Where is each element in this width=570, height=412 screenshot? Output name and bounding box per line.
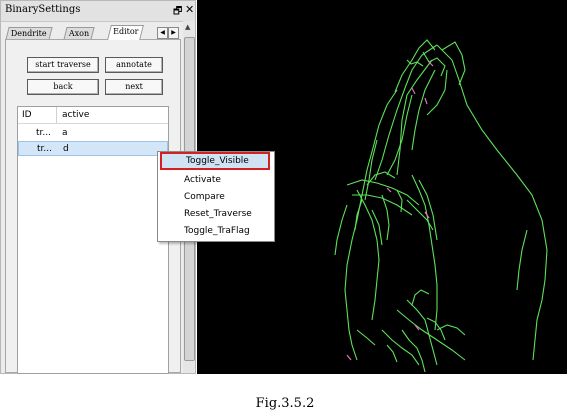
- start-traverse-button[interactable]: start traverse: [27, 57, 99, 73]
- row-id: tr...: [37, 144, 52, 154]
- menu-item-compare[interactable]: Compare: [184, 192, 225, 202]
- binary-settings-panel: BinarySettings 🗗 ✕ Dendrite Axon Editor …: [0, 0, 196, 374]
- back-button[interactable]: back: [27, 79, 99, 95]
- annotate-button[interactable]: annotate: [105, 57, 163, 73]
- arrow-left-icon[interactable]: ◀: [157, 27, 168, 39]
- column-header-active[interactable]: active: [62, 110, 90, 120]
- float-icon[interactable]: 🗗: [173, 6, 183, 17]
- list-item[interactable]: tr... a: [18, 126, 168, 141]
- row-id: tr...: [36, 128, 51, 138]
- list-item-selected[interactable]: tr... d: [18, 141, 168, 156]
- tab-editor[interactable]: Editor: [107, 25, 145, 40]
- column-header-id[interactable]: ID: [22, 110, 32, 120]
- row-active: d: [63, 144, 69, 154]
- list-header: ID active: [18, 107, 168, 124]
- close-icon[interactable]: ✕: [185, 3, 195, 16]
- context-menu: Toggle_Visible Activate Compare Reset_Tr…: [157, 151, 275, 242]
- traverse-list[interactable]: ID active tr... a tr... d: [17, 106, 169, 374]
- menu-item-toggle-traflag[interactable]: Toggle_TraFlag: [184, 226, 250, 236]
- neuron-trace-render: [334, 39, 548, 373]
- scroll-up-icon[interactable]: ▲: [185, 23, 191, 31]
- row-active: a: [62, 128, 68, 138]
- menu-item-toggle-visible[interactable]: Toggle_Visible: [160, 152, 270, 170]
- arrow-right-icon[interactable]: ▶: [168, 27, 179, 39]
- next-button[interactable]: next: [105, 79, 163, 95]
- figure-caption: Fig.3.5.2: [255, 396, 315, 411]
- panel-title: BinarySettings: [5, 4, 81, 15]
- panel-titlebar[interactable]: BinarySettings 🗗 ✕: [1, 1, 195, 22]
- menu-item-activate[interactable]: Activate: [184, 175, 221, 185]
- menu-item-reset-traverse[interactable]: Reset_Traverse: [184, 209, 252, 219]
- tab-bar: Dendrite Axon Editor ◀ ▶: [5, 25, 181, 40]
